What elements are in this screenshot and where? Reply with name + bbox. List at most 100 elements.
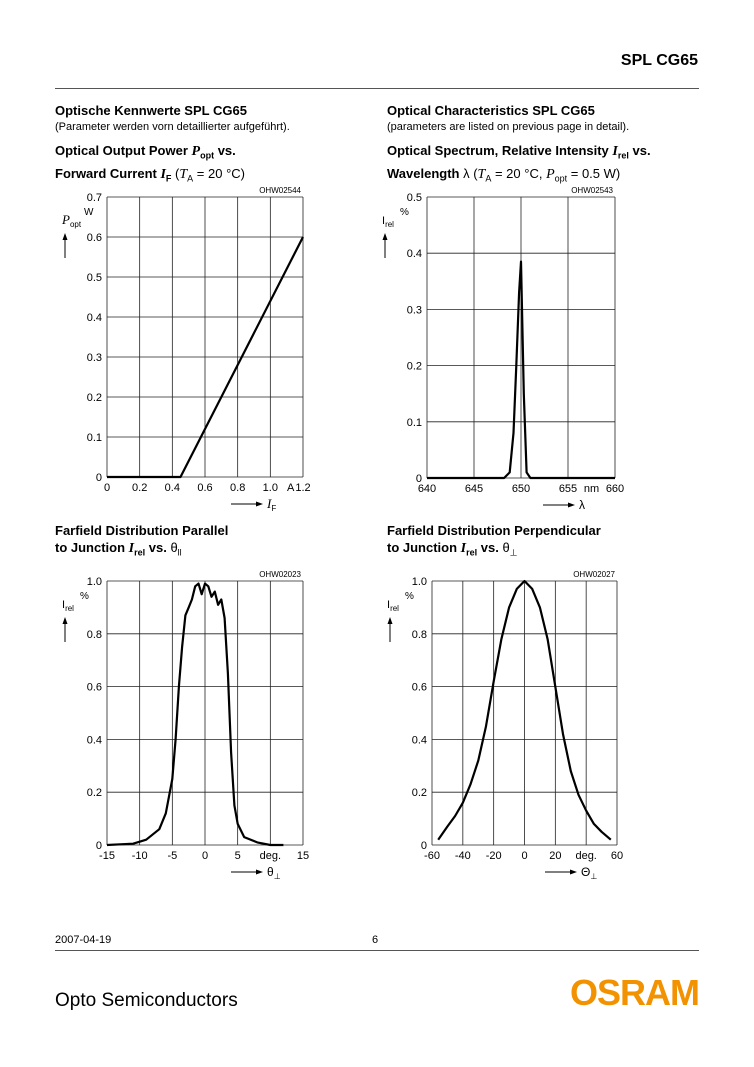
- y-tick-label: 1.0: [412, 576, 427, 588]
- x-tick-label: 20: [549, 850, 561, 862]
- y-tick-label: 0.7: [87, 192, 102, 204]
- x-tick-label: -40: [455, 850, 471, 862]
- y-axis-label: Popt: [61, 212, 82, 229]
- y-axis-label: Irel: [382, 215, 394, 229]
- x-unit-label: deg.: [575, 850, 596, 862]
- y-tick-label: 0.2: [407, 361, 422, 373]
- y-tick-label: 0.2: [412, 787, 427, 799]
- figure-code: OHW02023: [259, 570, 301, 579]
- y-tick-label: 0.2: [87, 392, 102, 404]
- y-tick-label: 0: [421, 840, 427, 852]
- brand-tagline: Opto Semiconductors: [55, 990, 238, 1011]
- x-tick-label: -5: [167, 850, 177, 862]
- y-tick-label: 0.8: [412, 629, 427, 641]
- x-axis-arrow-head: [256, 869, 263, 875]
- x-axis-label: Θ⊥: [581, 865, 597, 881]
- y-tick-label: 0: [96, 472, 102, 484]
- spectrum-chart-title: Optical Spectrum, Relative Intensity Ire…: [387, 143, 651, 184]
- x-tick-label: 1.2: [295, 482, 310, 494]
- x-axis-label: θ⊥: [267, 865, 281, 881]
- x-tick-label: 1.0: [263, 482, 278, 494]
- y-tick-label: 0.4: [87, 312, 102, 324]
- right-section-subtitle: (parameters are listed on previous page …: [387, 121, 630, 133]
- figure-code: OHW02027: [573, 570, 615, 579]
- y-unit-label: W: [84, 207, 94, 218]
- parallel-chart-title: Farfield Distribution Parallel to Juncti…: [55, 523, 229, 558]
- y-tick-label: 0: [416, 473, 422, 485]
- x-tick-label: -10: [132, 850, 148, 862]
- y-tick-label: 0.4: [87, 734, 102, 746]
- y-tick-label: 0.2: [87, 787, 102, 799]
- x-axis-label: λ: [579, 498, 585, 512]
- perpendicular-chart-title: Farfield Distribution Perpendicular to J…: [387, 523, 601, 558]
- x-tick-label: 5: [235, 850, 241, 862]
- y-unit-label: %: [80, 591, 89, 602]
- y-tick-label: 0.4: [407, 248, 422, 260]
- x-axis-arrow-head: [568, 502, 575, 508]
- y-axis-arrow-head: [62, 233, 68, 240]
- footer-rule: [55, 950, 699, 951]
- y-tick-label: 0.1: [407, 417, 422, 429]
- y-tick-label: 0.4: [412, 734, 427, 746]
- x-tick-label: 0.2: [132, 482, 147, 494]
- y-axis-arrow-head: [62, 617, 68, 624]
- y-tick-label: 0.5: [407, 192, 422, 204]
- x-tick-label: 0.6: [197, 482, 212, 494]
- footer-date: 2007-04-19: [55, 934, 112, 946]
- y-tick-label: 0: [96, 840, 102, 852]
- x-axis-label: IF: [266, 496, 276, 513]
- y-unit-label: %: [405, 591, 414, 602]
- x-tick-label: 640: [418, 483, 436, 495]
- x-tick-label: 0: [202, 850, 208, 862]
- page-number: 6: [372, 934, 379, 946]
- y-axis-label: Irel: [387, 599, 399, 613]
- x-tick-label: 660: [606, 483, 624, 495]
- y-axis-label: Irel: [62, 599, 74, 613]
- y-tick-label: 0.5: [87, 272, 102, 284]
- x-tick-label: -60: [424, 850, 440, 862]
- power-chart-title: Optical Output Power Popt vs. Forward Cu…: [55, 143, 245, 184]
- x-tick-label: -20: [486, 850, 502, 862]
- data-curve: [106, 582, 284, 847]
- x-tick-label: 655: [559, 483, 577, 495]
- y-tick-label: 0.6: [87, 682, 102, 694]
- x-tick-label: 645: [465, 483, 483, 495]
- left-section-subtitle: (Parameter werden vorn detaillierter auf…: [55, 121, 290, 133]
- product-title: SPL CG65: [620, 52, 698, 69]
- y-axis-arrow-head: [387, 617, 393, 624]
- figure-code: OHW02544: [259, 186, 301, 195]
- x-unit-label: deg.: [260, 850, 281, 862]
- y-axis-arrow-head: [382, 233, 388, 240]
- header-rule: [55, 88, 699, 89]
- x-tick-label: 0: [104, 482, 110, 494]
- x-tick-label: -15: [99, 850, 115, 862]
- y-tick-label: 1.0: [87, 576, 102, 588]
- x-tick-label: 0.4: [165, 482, 180, 494]
- x-tick-label: 0.8: [230, 482, 245, 494]
- y-tick-label: 0.3: [407, 304, 422, 316]
- data-curve: [427, 260, 615, 480]
- left-section-title: Optische Kennwerte SPL CG65: [55, 103, 247, 118]
- y-unit-label: %: [400, 207, 409, 218]
- x-unit-label: A: [287, 482, 295, 494]
- x-unit-label: nm: [584, 483, 599, 495]
- right-section-title: Optical Characteristics SPL CG65: [387, 103, 595, 118]
- x-tick-label: 650: [512, 483, 530, 495]
- y-tick-label: 0.3: [87, 352, 102, 364]
- y-tick-label: 0.1: [87, 432, 102, 444]
- data-curve: [437, 579, 612, 841]
- y-tick-label: 0.6: [412, 682, 427, 694]
- x-axis-arrow-head: [256, 501, 263, 507]
- figure-code: OHW02543: [571, 186, 613, 195]
- osram-logo: OSRAM: [570, 972, 700, 1013]
- x-tick-label: 0: [521, 850, 527, 862]
- x-tick-label: 60: [611, 850, 623, 862]
- y-tick-label: 0.8: [87, 629, 102, 641]
- x-tick-label: 15: [297, 850, 309, 862]
- x-axis-arrow-head: [570, 869, 577, 875]
- y-tick-label: 0.6: [87, 232, 102, 244]
